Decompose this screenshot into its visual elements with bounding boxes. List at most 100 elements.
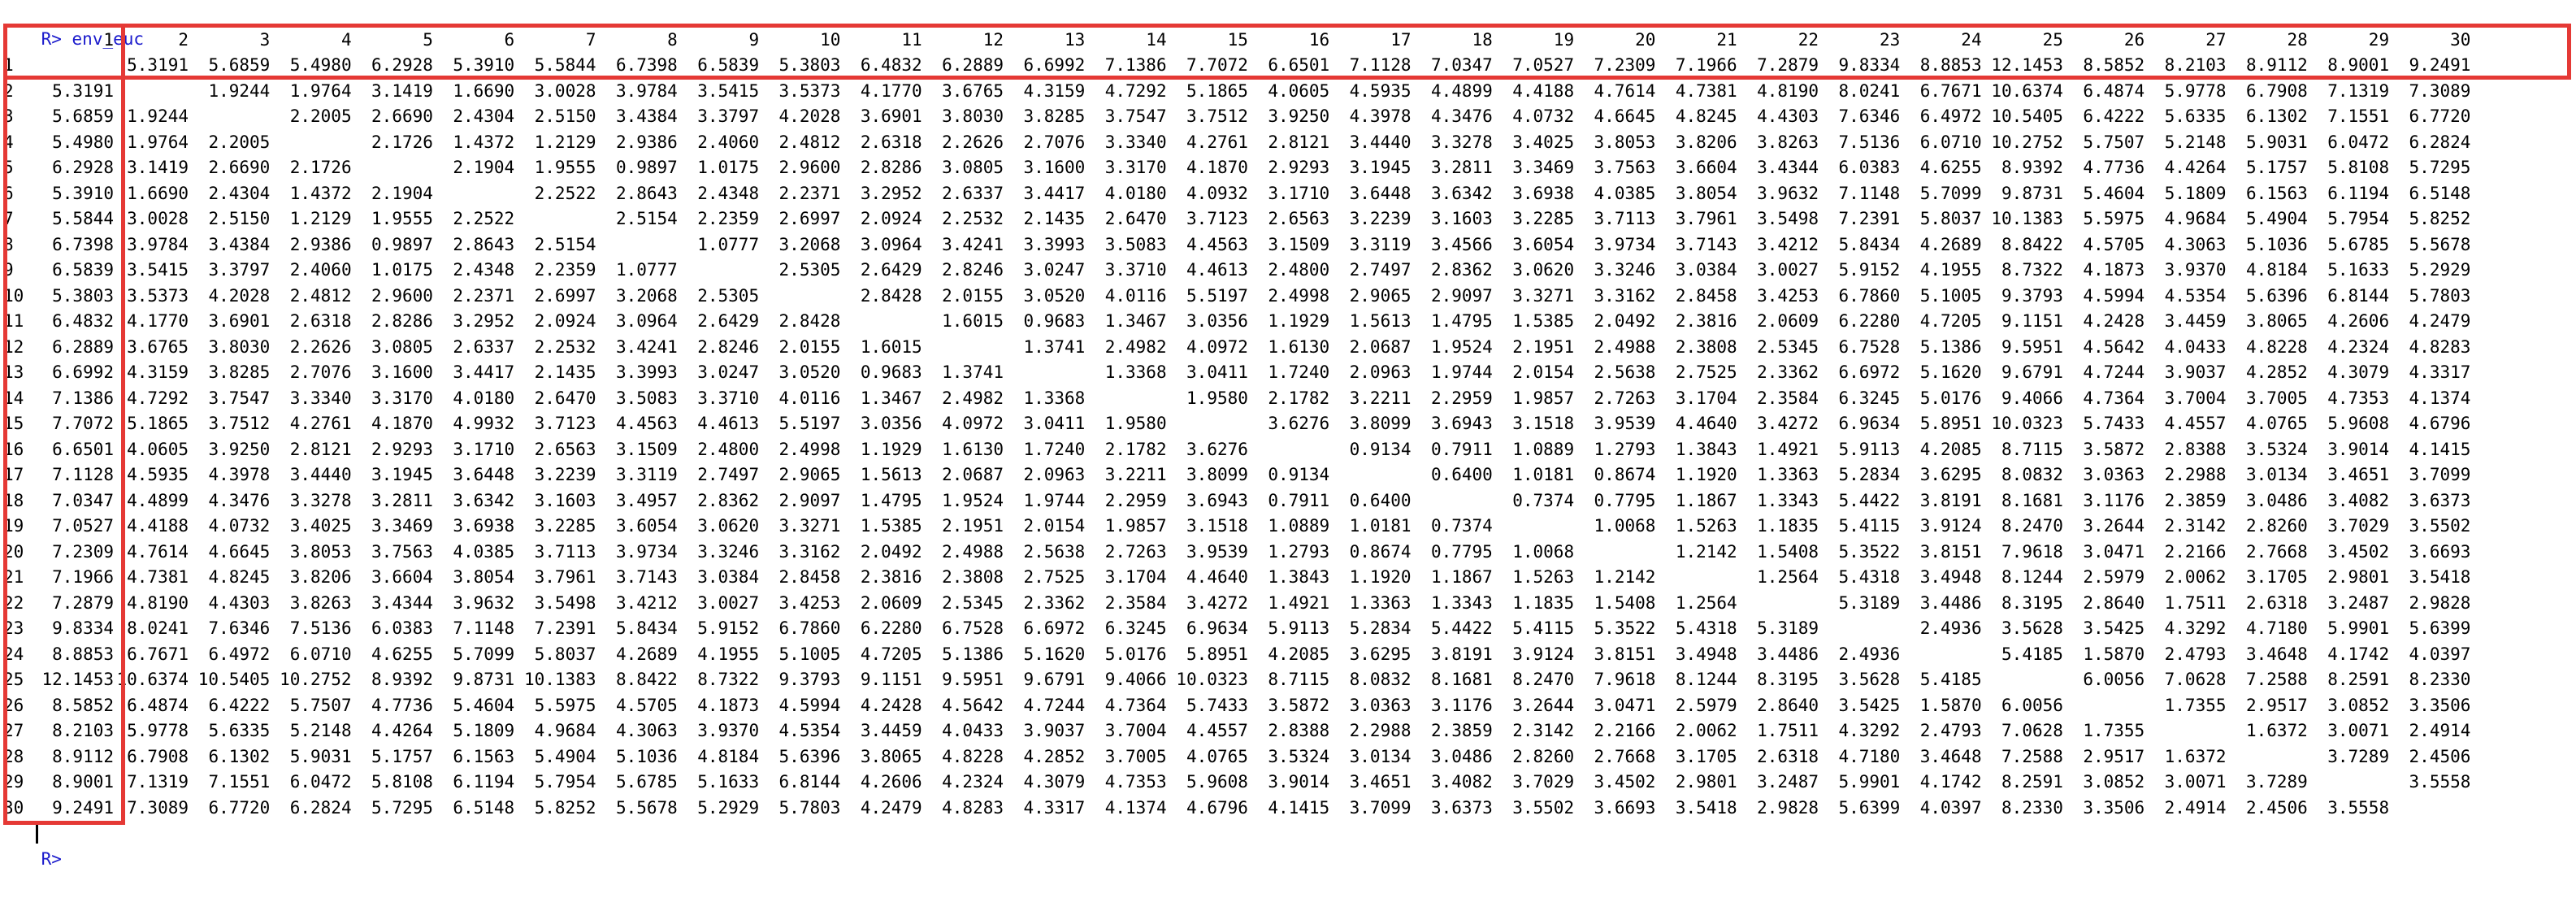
matrix-cell: 3.8191 [1430, 644, 1493, 664]
row-label-26: 26 [3, 695, 24, 715]
matrix-cell: 1.0777 [697, 234, 760, 254]
matrix-cell: 2.1904 [453, 158, 515, 177]
matrix-cell: 3.7961 [1675, 209, 1737, 228]
matrix-cell: 6.7528 [942, 618, 1004, 638]
matrix-cell: 3.7099 [2409, 465, 2471, 484]
matrix-cell: 2.9828 [2409, 592, 2471, 613]
row-label-21: 21 [3, 567, 24, 587]
matrix-cell: 4.5354 [2164, 285, 2227, 306]
matrix-cell: 3.8206 [289, 567, 352, 587]
matrix-cell: 5.2834 [1349, 618, 1412, 638]
matrix-cell: 3.4417 [453, 362, 515, 382]
matrix-cell: 4.0605 [1268, 80, 1330, 101]
matrix-cell: 3.2285 [1512, 209, 1575, 228]
matrix-cell: 3.6604 [371, 567, 433, 587]
matrix-cell: 7.1148 [1838, 183, 1901, 203]
matrix-cell: 4.1870 [371, 414, 433, 433]
matrix-cell: 4.6255 [371, 644, 433, 664]
matrix-cell: 5.4422 [1430, 618, 1493, 638]
matrix-cell: 5.1620 [1919, 362, 1982, 382]
matrix-cell: 3.0028 [534, 80, 596, 101]
matrix-cell: 2.0924 [534, 311, 596, 331]
matrix-cell: 4.4563 [1186, 234, 1248, 254]
matrix-cell: 6.8144 [778, 772, 841, 792]
matrix-cell: 2.0154 [1512, 362, 1575, 382]
matrix-cell: 1.0175 [371, 260, 433, 280]
text-cursor [36, 822, 38, 844]
column-header-9: 9 [748, 29, 760, 50]
matrix-cell: 3.4272 [1757, 414, 1819, 433]
matrix-cell: 3.9632 [1757, 183, 1819, 203]
matrix-cell: 5.5844 [534, 55, 596, 75]
matrix-cell: 4.7244 [2083, 362, 2145, 382]
matrix-cell: 3.8151 [1594, 644, 1656, 664]
matrix-cell: 12.1453 [1991, 55, 2063, 75]
matrix-cell: 5.9901 [2327, 618, 2390, 638]
final-prompt-line[interactable]: R> [0, 820, 62, 869]
matrix-cell: 10.6374 [116, 670, 189, 689]
matrix-cell: 1.3741 [942, 362, 1004, 382]
matrix-cell: 2.8640 [1757, 695, 1819, 715]
matrix-cell: 8.7115 [1268, 670, 1330, 689]
matrix-cell: 9.8731 [2001, 183, 2063, 203]
matrix-cell: 5.7295 [2409, 158, 2471, 177]
matrix-cell: 2.0609 [860, 592, 922, 613]
matrix-cell: 5.4422 [1838, 490, 1901, 510]
matrix-cell: 3.3797 [697, 106, 760, 126]
matrix-cell: 4.3079 [2327, 362, 2390, 382]
matrix-cell: 3.4212 [615, 592, 678, 613]
matrix-cell: 3.4440 [1349, 132, 1412, 152]
matrix-cell: 3.0363 [1349, 695, 1412, 715]
matrix-cell: 5.8434 [615, 618, 678, 638]
matrix-cell: 2.4998 [778, 439, 841, 459]
matrix-cell: 9.8334 [1838, 55, 1901, 75]
column-header-1: 1 [103, 29, 114, 50]
row-label-3: 3 [3, 106, 14, 126]
matrix-cell: 3.4384 [615, 106, 678, 126]
matrix-cell: 4.0397 [2409, 644, 2471, 664]
matrix-cell: 2.1435 [1023, 209, 1086, 228]
matrix-cell: 3.4502 [1594, 772, 1656, 792]
matrix-cell: 3.0486 [1430, 746, 1493, 766]
matrix-cell: 3.6342 [1430, 183, 1493, 203]
matrix-cell: 2.8286 [371, 311, 433, 331]
matrix-cell: 7.2879 [52, 592, 114, 613]
matrix-cell: 6.4874 [2083, 80, 2145, 101]
matrix-cell: 3.5498 [534, 592, 596, 613]
matrix-cell: 1.9555 [371, 209, 433, 228]
matrix-cell: 3.5502 [1512, 797, 1575, 818]
matrix-cell: 3.4384 [208, 234, 271, 254]
matrix-cell: 1.5613 [1349, 311, 1412, 331]
matrix-cell: 2.8388 [1268, 721, 1330, 740]
row-label-16: 16 [3, 439, 24, 459]
row-label-19: 19 [3, 516, 24, 536]
matrix-cell: 1.2142 [1594, 567, 1656, 587]
matrix-cell: 3.0471 [2083, 541, 2145, 562]
matrix-cell: 2.4988 [942, 541, 1004, 562]
matrix-cell: 4.4264 [2164, 158, 2227, 177]
matrix-cell: 2.3362 [1757, 362, 1819, 382]
matrix-cell: 5.3522 [1594, 618, 1656, 638]
matrix-cell: 6.0383 [1838, 158, 1901, 177]
matrix-cell: 3.3469 [371, 516, 433, 536]
r-console[interactable]: R> env_euc 1 2 3 4 5 6 7 8 9 10 11 12 13 14 15 16 17 18 19… [0, 0, 2576, 869]
matrix-cell: 4.7244 [1023, 695, 1086, 715]
column-header-21: 21 [1716, 29, 1737, 50]
matrix-cell: 5.1620 [1023, 644, 1086, 664]
matrix-cell: 1.3368 [1023, 388, 1086, 408]
row-label-24: 24 [3, 644, 24, 664]
matrix-cell: 3.1945 [371, 465, 433, 484]
matrix-cell: 2.9517 [2245, 695, 2308, 715]
matrix-cell: 3.2487 [1757, 772, 1819, 792]
matrix-cell: 8.2103 [2164, 55, 2227, 75]
matrix-cell: 4.2761 [1186, 132, 1248, 152]
matrix-cell: 2.8388 [2164, 439, 2227, 459]
row-label-20: 20 [3, 541, 24, 562]
matrix-cell: 6.2280 [860, 618, 922, 638]
matrix-cell: 2.0492 [860, 541, 922, 562]
matrix-cell: 3.7563 [371, 541, 433, 562]
matrix-cell: 3.8263 [1757, 132, 1819, 152]
matrix-cell: 6.0056 [2083, 670, 2145, 689]
matrix-cell: 1.9580 [1186, 388, 1248, 408]
matrix-cell: 3.0356 [1186, 311, 1248, 331]
